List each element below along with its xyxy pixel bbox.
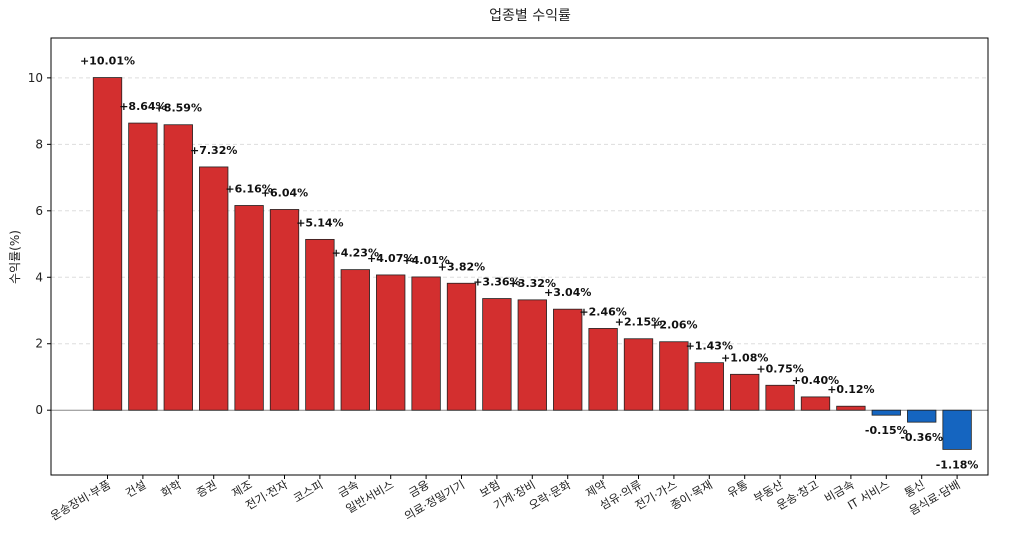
data-label: +4.23% <box>332 247 379 260</box>
data-label: +3.32% <box>509 277 556 290</box>
data-label: +3.04% <box>544 286 591 299</box>
y-tick-label: 2 <box>35 337 43 351</box>
x-tick-label: 화학 <box>158 477 184 500</box>
bar <box>800 396 831 411</box>
y-tick-label: 6 <box>35 204 43 218</box>
bar <box>836 405 866 411</box>
bar <box>517 299 547 411</box>
bar <box>730 373 760 411</box>
bar <box>659 341 689 411</box>
bar <box>765 384 795 411</box>
bar <box>269 209 300 411</box>
bar <box>942 409 972 450</box>
bar <box>553 308 583 411</box>
bar <box>376 274 406 411</box>
data-label: +8.59% <box>155 102 202 115</box>
bar <box>411 276 441 411</box>
x-tick-label: 운송장비·부품 <box>48 477 113 523</box>
data-label: +1.08% <box>721 351 768 364</box>
data-label: +2.46% <box>579 305 626 318</box>
bar <box>305 238 335 411</box>
x-tick-label: 건설 <box>123 477 148 500</box>
data-label: +0.12% <box>827 383 874 396</box>
data-label: +3.82% <box>438 260 485 273</box>
data-label: +7.32% <box>190 144 237 157</box>
data-label: +2.06% <box>650 319 697 332</box>
bar <box>482 298 512 411</box>
bar <box>128 122 158 411</box>
x-tick-label: 유통 <box>725 477 750 500</box>
bars <box>92 77 972 450</box>
bar <box>234 205 264 411</box>
data-label: +0.40% <box>792 374 839 387</box>
plot-frame <box>50 37 989 476</box>
data-label: -0.15% <box>865 424 908 437</box>
data-label: +2.15% <box>615 316 662 329</box>
y-axis-label: 수익률(%) <box>8 230 22 284</box>
data-label: +1.43% <box>686 340 733 353</box>
data-label: +10.01% <box>80 55 135 68</box>
y-tick-label: 10 <box>28 71 43 85</box>
chart-title: 업종별 수익률 <box>489 8 571 24</box>
data-label: -1.18% <box>936 458 979 471</box>
data-label: +6.16% <box>225 182 272 195</box>
data-label: -0.36% <box>900 431 943 444</box>
data-label: +5.14% <box>296 216 343 229</box>
bar <box>623 338 654 411</box>
y-tick-label: 0 <box>35 403 43 417</box>
bar <box>907 409 937 423</box>
y-tick-label: 8 <box>35 137 43 151</box>
bar <box>871 409 901 416</box>
data-label: +4.01% <box>402 254 449 267</box>
bar <box>92 77 123 411</box>
bar <box>588 328 618 411</box>
bar <box>694 362 724 411</box>
bar <box>446 282 477 411</box>
data-label: +4.07% <box>367 252 414 265</box>
data-label: +0.75% <box>756 362 803 375</box>
data-labels: +10.01% +8.64%+8.59% +7.32% +6.16%+6.04% +5.… <box>80 55 978 472</box>
data-label: +3.36% <box>473 276 520 289</box>
y-axis-ticks: 0 2 4 6 8 10 <box>28 71 51 417</box>
x-tick-label: 증권 <box>194 477 219 500</box>
bar <box>340 269 370 411</box>
bar <box>163 124 193 411</box>
bar <box>199 166 229 411</box>
data-label: +8.64% <box>119 100 166 113</box>
y-tick-label: 4 <box>35 270 43 284</box>
x-tick-label: 코스피 <box>291 477 325 505</box>
data-label: +6.04% <box>261 186 308 199</box>
